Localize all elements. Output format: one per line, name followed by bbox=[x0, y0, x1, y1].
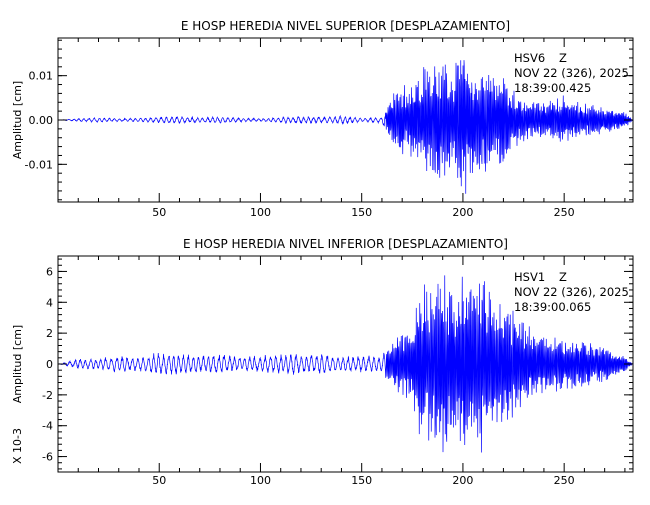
record-time: 18:39:00.065 bbox=[514, 300, 591, 314]
waveform-series bbox=[57, 275, 634, 453]
y-tick-label: -0.01 bbox=[25, 158, 53, 171]
x-tick-label: 250 bbox=[554, 474, 575, 487]
x-tick-label: 250 bbox=[554, 206, 575, 219]
y-axis-label: Amplitud [cm] bbox=[11, 81, 24, 159]
component-code: Z bbox=[559, 270, 567, 284]
record-date: NOV 22 (326), 2025 bbox=[514, 285, 629, 299]
y-tick-label: 0.01 bbox=[29, 70, 54, 83]
y-tick-label: 2 bbox=[46, 327, 53, 340]
x-tick-label: 50 bbox=[152, 206, 166, 219]
x-tick-label: 50 bbox=[152, 474, 166, 487]
chart-title: E HOSP HEREDIA NIVEL INFERIOR [DESPLAZAM… bbox=[183, 237, 508, 251]
x-tick-label: 150 bbox=[351, 206, 372, 219]
station-code: HSV1 bbox=[514, 270, 545, 284]
y-axis-label: Amplitud [cm] bbox=[11, 325, 24, 403]
component-code: Z bbox=[559, 51, 567, 65]
waveform-series bbox=[57, 60, 634, 194]
record-time: 18:39:00.425 bbox=[514, 81, 591, 95]
y-tick-label: 0 bbox=[46, 358, 53, 371]
y-tick-label: 0.00 bbox=[29, 114, 54, 127]
x-tick-label: 200 bbox=[452, 206, 473, 219]
x-tick-label: 100 bbox=[250, 474, 271, 487]
y-tick-label: -4 bbox=[42, 420, 53, 433]
y-tick-label: 4 bbox=[46, 296, 53, 309]
x-tick-label: 150 bbox=[351, 474, 372, 487]
y-tick-label: 6 bbox=[46, 265, 53, 278]
scale-note: X 10-3 bbox=[11, 428, 24, 464]
y-tick-label: -6 bbox=[42, 451, 53, 464]
x-tick-label: 200 bbox=[452, 474, 473, 487]
x-tick-label: 100 bbox=[250, 206, 271, 219]
y-tick-label: -2 bbox=[42, 389, 53, 402]
chart-panel-1: E HOSP HEREDIA NIVEL SUPERIOR [DESPLAZAM… bbox=[11, 19, 634, 219]
station-code: HSV6 bbox=[514, 51, 545, 65]
chart-panel-2: E HOSP HEREDIA NIVEL INFERIOR [DESPLAZAM… bbox=[11, 237, 634, 487]
record-date: NOV 22 (326), 2025 bbox=[514, 66, 629, 80]
chart-title: E HOSP HEREDIA NIVEL SUPERIOR [DESPLAZAM… bbox=[181, 19, 510, 33]
